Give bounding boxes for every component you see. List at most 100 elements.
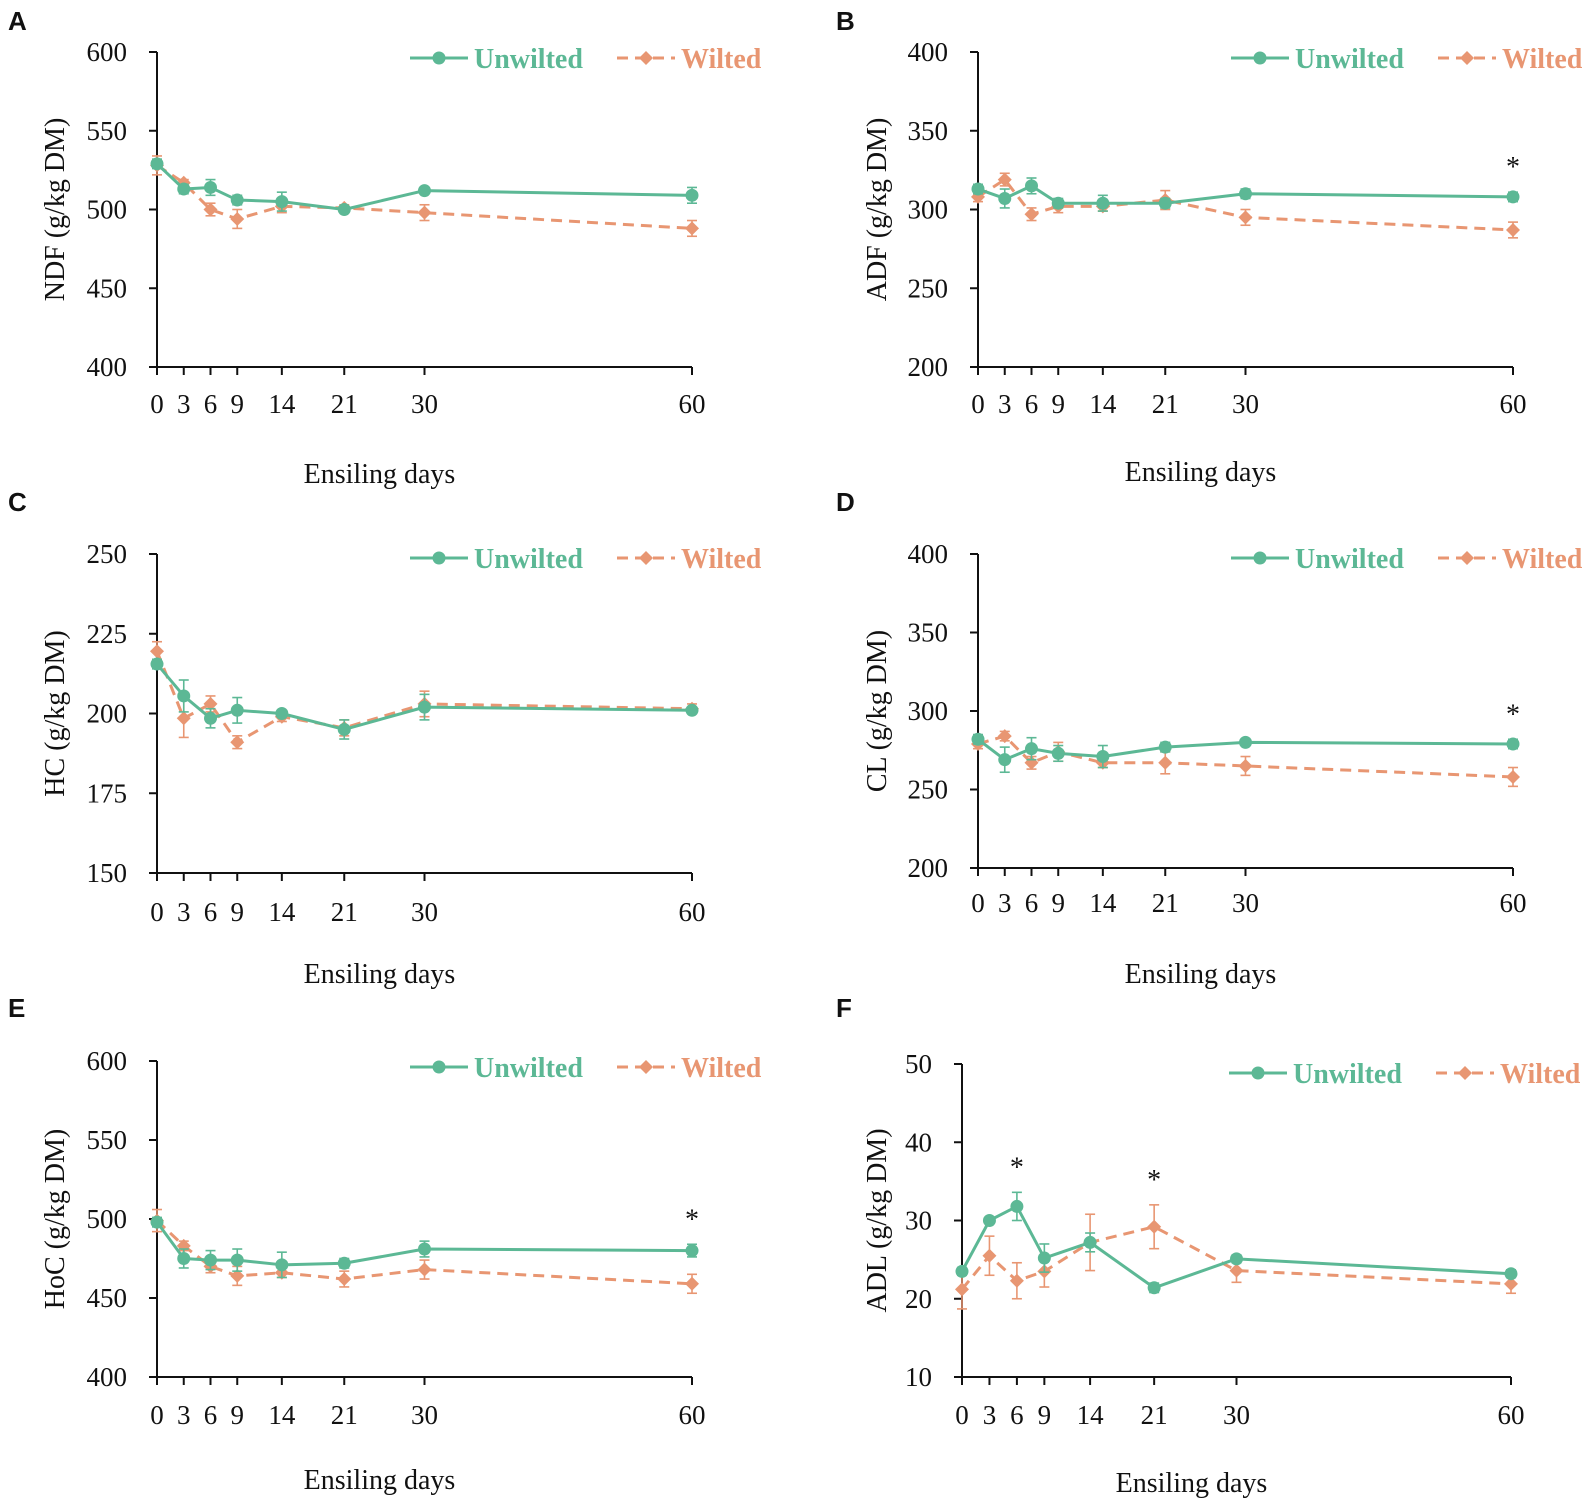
data-point xyxy=(275,1258,289,1272)
data-point xyxy=(1147,1219,1162,1234)
y-tick-label: 150 xyxy=(87,858,128,888)
panel-e: E 400 450 500 550 600 0 3 6 9 14 21 30 60 Ensiling day… xyxy=(8,993,762,1496)
legend-label-wilted: Wilted xyxy=(681,1053,762,1084)
significance-star: * xyxy=(1010,1152,1024,1183)
legend-label-unwilted: Unwilted xyxy=(1295,44,1404,75)
y-tick-label: 450 xyxy=(87,1283,128,1313)
data-point xyxy=(685,1244,699,1258)
legend: Unwilted Wilted xyxy=(1231,544,1583,575)
data-point xyxy=(417,205,432,220)
data-point xyxy=(1096,196,1110,210)
x-tick-label: 14 xyxy=(1077,1400,1105,1430)
legend: Unwilted Wilted xyxy=(1229,1059,1581,1090)
x-tick-label: 3 xyxy=(983,1400,997,1430)
x-tick-label: 30 xyxy=(411,897,438,927)
legend-marker-unwilted xyxy=(1251,1066,1265,1080)
data-point xyxy=(1158,755,1173,770)
x-tick-label: 21 xyxy=(1152,888,1179,918)
data-point xyxy=(230,1268,245,1283)
y-tick-label: 350 xyxy=(908,116,949,146)
x-tick-label: 60 xyxy=(679,897,706,927)
y-tick-label: 550 xyxy=(87,1125,128,1155)
panel-d: D 200 250 300 350 400 0 3 6 9 14 21 30 60 Ensiling day… xyxy=(836,487,1583,990)
series-unwilted xyxy=(150,157,699,216)
y-tick-label: 40 xyxy=(905,1127,932,1157)
data-point xyxy=(1024,207,1039,222)
x-axis-title: Ensiling days xyxy=(1116,1468,1268,1499)
data-point xyxy=(1037,1251,1051,1265)
x-tick-label: 9 xyxy=(231,1400,245,1430)
x-tick-label: 6 xyxy=(204,897,218,927)
x-tick-label: 0 xyxy=(150,389,164,419)
x-axis-title: Ensiling days xyxy=(304,959,456,990)
y-tick-label: 400 xyxy=(908,539,949,569)
y-tick-label: 350 xyxy=(908,618,949,648)
data-point xyxy=(150,1215,164,1229)
panel-f: F 10 20 30 40 50 0 3 6 9 14 21 30 60 Ensiling days ADL … xyxy=(836,993,1581,1499)
data-point xyxy=(1238,210,1253,225)
data-point xyxy=(1025,742,1038,756)
y-axis-title: CL (g/kg DM) xyxy=(862,630,893,792)
y-tick-label: 250 xyxy=(87,539,128,569)
legend-marker-wilted xyxy=(1460,51,1474,65)
data-point xyxy=(204,180,217,194)
x-tick-label: 6 xyxy=(1025,389,1039,419)
x-tick-label: 9 xyxy=(1052,888,1066,918)
data-point xyxy=(176,711,191,726)
significance-star: * xyxy=(1147,1165,1161,1196)
x-tick-label: 3 xyxy=(998,888,1012,918)
legend-marker-wilted xyxy=(639,51,653,65)
data-point xyxy=(230,735,245,750)
x-tick-label: 30 xyxy=(1232,389,1259,419)
legend-label-wilted: Wilted xyxy=(1502,544,1583,575)
x-tick-label: 30 xyxy=(1223,1400,1250,1430)
legend-marker-wilted xyxy=(639,1060,653,1074)
data-point xyxy=(982,1248,997,1263)
data-point xyxy=(1051,746,1065,760)
data-point xyxy=(230,193,244,207)
y-tick-label: 175 xyxy=(87,778,128,808)
x-tick-label: 30 xyxy=(411,389,438,419)
y-tick-label: 50 xyxy=(905,1049,932,1079)
legend: Unwilted Wilted xyxy=(410,44,762,75)
legend-marker-unwilted xyxy=(1253,551,1267,565)
x-axis-title: Ensiling days xyxy=(1125,959,1277,990)
x-tick-label: 14 xyxy=(268,389,296,419)
y-tick-label: 200 xyxy=(908,853,949,883)
series-unwilted xyxy=(150,657,699,740)
y-axis-title: ADL (g/kg DM) xyxy=(862,1128,893,1312)
y-tick-label: 20 xyxy=(905,1284,932,1314)
y-tick-label: 600 xyxy=(87,1046,128,1076)
x-tick-label: 14 xyxy=(268,897,296,927)
data-point xyxy=(150,644,164,659)
x-tick-label: 3 xyxy=(177,389,191,419)
data-point xyxy=(230,1253,244,1267)
legend: Unwilted Wilted xyxy=(410,544,762,575)
data-point xyxy=(998,191,1012,205)
x-tick-label: 6 xyxy=(204,389,218,419)
data-point xyxy=(204,711,217,725)
legend-label-wilted: Wilted xyxy=(1500,1059,1581,1090)
series-line xyxy=(977,178,1514,232)
data-point xyxy=(1506,190,1520,204)
x-tick-label: 3 xyxy=(177,897,191,927)
data-point xyxy=(997,172,1012,187)
data-point xyxy=(337,1272,352,1287)
series-unwilted xyxy=(150,1215,699,1279)
data-point xyxy=(417,1262,432,1277)
x-tick-label: 0 xyxy=(971,888,985,918)
x-tick-label: 0 xyxy=(971,389,985,419)
x-tick-label: 6 xyxy=(1025,888,1039,918)
x-tick-label: 21 xyxy=(1152,389,1179,419)
x-tick-label: 30 xyxy=(411,1400,438,1430)
data-point xyxy=(337,1256,351,1270)
y-tick-label: 600 xyxy=(87,37,128,67)
y-tick-label: 550 xyxy=(87,116,128,146)
x-tick-label: 21 xyxy=(331,1400,358,1430)
legend-marker-unwilted xyxy=(432,51,446,65)
data-point xyxy=(997,729,1012,744)
data-point xyxy=(177,1252,191,1265)
data-point xyxy=(337,203,351,216)
x-tick-label: 9 xyxy=(1052,389,1066,419)
